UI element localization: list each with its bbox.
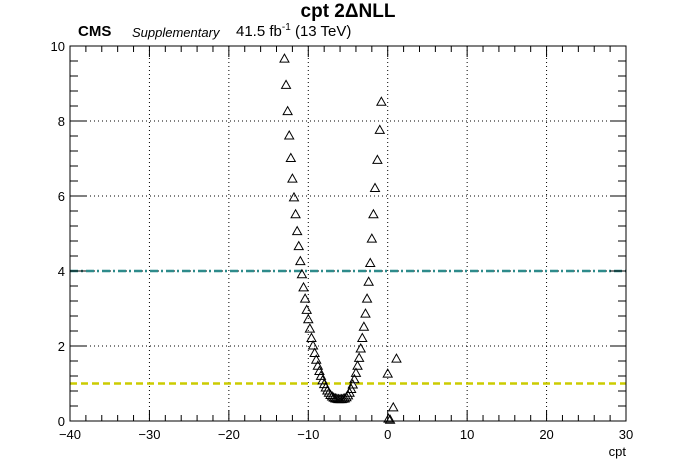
data-point-triangle xyxy=(339,392,351,403)
data-point-triangle xyxy=(347,378,359,389)
data-point-triangle xyxy=(348,373,360,384)
luminosity-label: 41.5 fb-1 (13 TeV) xyxy=(236,22,351,40)
data-point-triangle xyxy=(288,191,300,202)
data-point-triangle xyxy=(291,225,303,236)
data-point-triangle xyxy=(282,105,293,116)
data-point-triangle xyxy=(302,313,314,324)
data-point-triangle xyxy=(290,208,301,219)
data-point-triangle xyxy=(350,367,362,377)
data-point-triangle xyxy=(309,347,320,357)
data-point-triangle xyxy=(294,255,306,266)
data-point-triangle xyxy=(382,368,394,378)
y-tick-label: 6 xyxy=(58,189,65,204)
data-point-triangle xyxy=(301,304,313,314)
data-point-triangle xyxy=(383,413,394,423)
data-point-triangle xyxy=(374,124,386,134)
y-tick-label: 0 xyxy=(58,414,65,429)
x-tick-label: −20 xyxy=(218,427,240,442)
data-point-triangle xyxy=(363,276,375,286)
data-point-triangle xyxy=(312,360,324,370)
x-axis-label: cpt xyxy=(609,444,627,459)
x-tick-label: −30 xyxy=(138,427,160,442)
reference-lines xyxy=(70,269,626,385)
data-point-triangle xyxy=(306,332,317,342)
data-point-triangle xyxy=(280,79,292,89)
data-point-triangle xyxy=(304,323,316,333)
y-tick-label: 10 xyxy=(51,39,65,54)
x-tick-label: 30 xyxy=(619,427,633,442)
data-point-triangle xyxy=(361,293,373,303)
data-point-triangle xyxy=(307,339,319,350)
data-points xyxy=(279,53,402,424)
data-point-triangle xyxy=(369,182,381,192)
y-tick-label: 2 xyxy=(58,339,65,354)
data-point-triangle xyxy=(391,353,402,363)
data-point-triangle xyxy=(364,257,376,267)
data-point-triangle xyxy=(387,401,399,412)
data-point-triangle xyxy=(366,233,378,243)
y-tick-label: 8 xyxy=(58,114,65,129)
data-point-triangle xyxy=(355,342,367,353)
data-point-triangle xyxy=(358,321,370,331)
data-point-triangle xyxy=(353,352,365,362)
experiment-label: CMS xyxy=(78,23,112,40)
data-point-triangle xyxy=(283,129,295,140)
data-point-triangle xyxy=(360,308,371,318)
data-point-triangle xyxy=(279,53,290,63)
data-point-triangle xyxy=(298,281,309,292)
data-point-triangle xyxy=(287,173,298,183)
chart-title: cpt 2ΔNLL xyxy=(300,1,396,22)
grid-lines xyxy=(70,46,626,421)
lumi-exponent: -1 xyxy=(281,22,291,33)
data-point-triangle xyxy=(285,152,297,162)
x-tick-label: 10 xyxy=(460,427,474,442)
data-point-triangle xyxy=(293,240,305,251)
data-point-triangle xyxy=(299,293,311,303)
data-point-triangle xyxy=(352,360,363,370)
y-tick-label: 4 xyxy=(58,264,65,279)
data-point-triangle xyxy=(368,208,379,219)
plot-frame xyxy=(69,45,627,422)
x-tick-label: −10 xyxy=(297,427,319,442)
x-tick-label: 20 xyxy=(539,427,553,442)
axis-ticks xyxy=(69,45,627,422)
x-tick-label: 0 xyxy=(384,427,391,442)
data-point-triangle xyxy=(372,154,383,164)
x-tick-label: −40 xyxy=(59,427,81,442)
data-point-triangle xyxy=(328,392,340,402)
supplementary-label: Supplementary xyxy=(132,25,220,40)
lumi-value: 41.5 fb xyxy=(236,23,282,40)
data-point-triangle xyxy=(296,268,308,279)
data-point-triangle xyxy=(376,96,387,106)
energy-label: (13 TeV) xyxy=(294,23,352,40)
data-point-triangle xyxy=(356,332,368,342)
tick-labels: −40 −30 −20 −10 0 10 20 30 0 2 4 6 8 10 xyxy=(51,39,634,442)
